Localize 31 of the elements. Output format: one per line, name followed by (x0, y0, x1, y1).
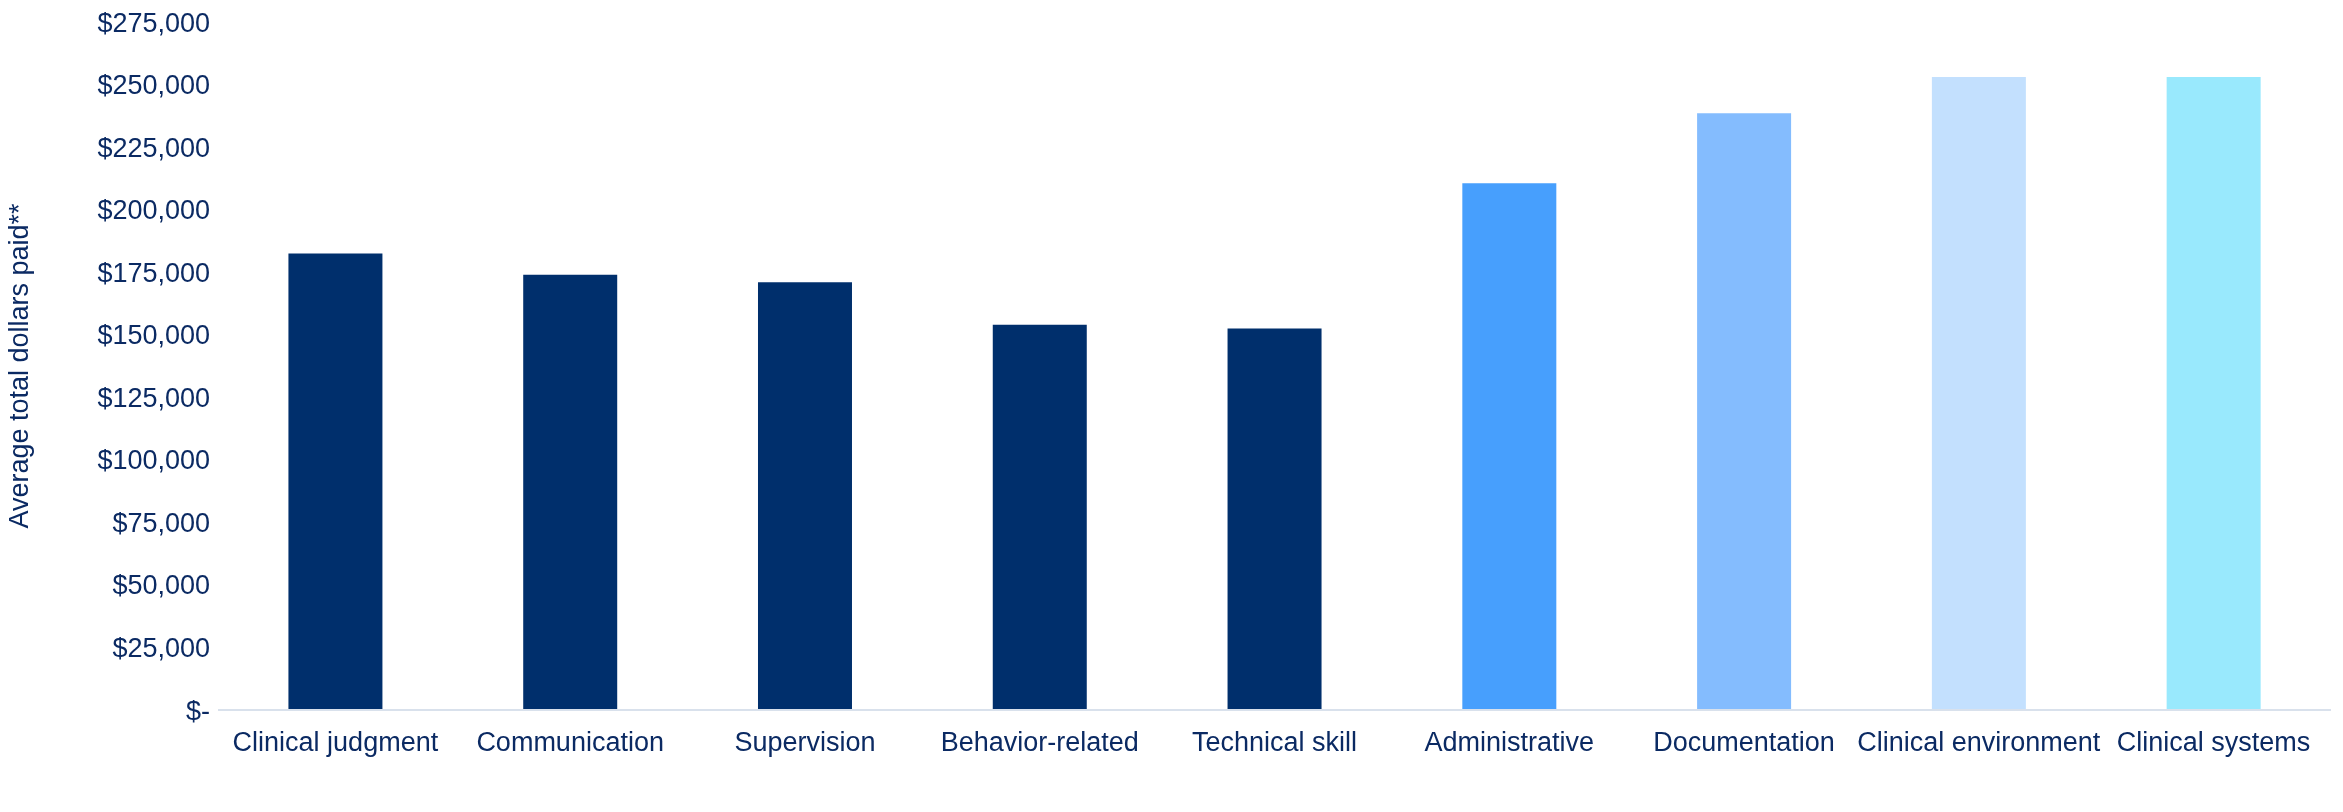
y-tick-label: $100,000 (97, 445, 210, 476)
x-tick-label: Administrative (1424, 727, 1595, 758)
x-tick-label: Technical skill (1191, 727, 1358, 758)
x-tick-label: Clinical systems (2116, 727, 2311, 758)
x-tick-label: Behavior-related (940, 727, 1139, 758)
y-tick-label: $25,000 (112, 633, 210, 664)
bar (1462, 183, 1557, 710)
y-tick-label: $200,000 (97, 195, 210, 226)
bar (992, 324, 1087, 710)
y-axis-title: Average total dollars paid** (3, 202, 34, 529)
bar (1227, 328, 1322, 710)
y-tick-label: $250,000 (97, 70, 210, 101)
bar (1697, 113, 1792, 710)
bar (288, 253, 383, 710)
x-tick-label: Communication (476, 727, 664, 758)
x-tick-label: Clinical environment (1857, 727, 2101, 758)
y-tick-label: $150,000 (97, 320, 210, 351)
bar (523, 274, 618, 710)
x-tick-label: Supervision (734, 727, 876, 758)
y-tick-label: $75,000 (112, 507, 210, 538)
x-tick-label: Clinical judgment (232, 727, 439, 758)
y-tick-label: $50,000 (112, 570, 210, 601)
y-tick-label: $275,000 (97, 7, 210, 38)
x-tick-label: Documentation (1653, 727, 1835, 758)
bar (1931, 77, 2026, 710)
bar (2166, 77, 2261, 710)
y-tick-label: $175,000 (97, 257, 210, 288)
y-tick-label: $- (185, 695, 210, 726)
y-tick-label: $125,000 (97, 382, 210, 413)
bar (757, 282, 852, 710)
y-tick-label: $225,000 (97, 132, 210, 163)
